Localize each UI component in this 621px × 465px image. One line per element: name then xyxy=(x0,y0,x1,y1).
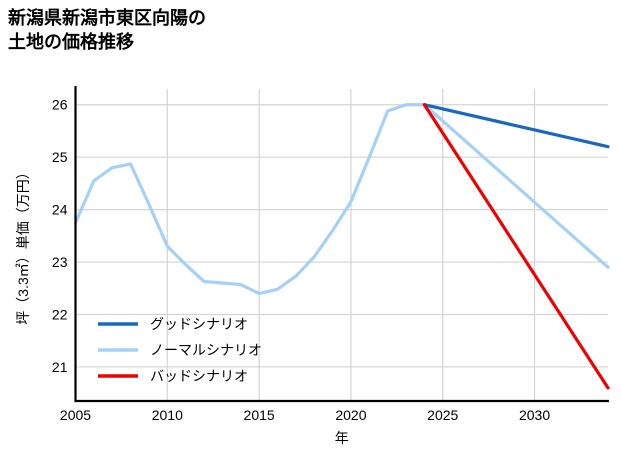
series-line-good xyxy=(422,103,610,149)
x-tick-label: 2020 xyxy=(335,407,366,423)
x-tick-label: 2015 xyxy=(244,407,275,423)
series-line-normal xyxy=(73,103,610,296)
x-tick-labels: 2005 2010 2015 2020 2025 2030 xyxy=(60,407,550,423)
x-axis-title: 年 xyxy=(335,430,349,446)
y-tick-label: 26 xyxy=(52,97,68,113)
page-title: 新潟県新潟市東区向陽の 土地の価格推移 xyxy=(8,8,206,53)
y-tick-label: 21 xyxy=(52,359,68,375)
y-tick-label: 24 xyxy=(52,202,68,218)
y-tick-labels: 21 22 23 24 25 26 xyxy=(52,97,68,375)
x-tick-label: 2010 xyxy=(152,407,183,423)
y-tick-label: 22 xyxy=(52,306,68,322)
series-group xyxy=(73,103,610,390)
series-line-bad xyxy=(422,103,610,390)
y-tick-label: 25 xyxy=(52,149,68,165)
axis-spine xyxy=(74,86,609,403)
legend-label: ノーマルシナリオ xyxy=(150,342,262,358)
x-tick-label: 2005 xyxy=(60,407,91,423)
x-tick-label: 2025 xyxy=(427,407,458,423)
y-axis-title: 坪（3.3㎡）単価（万円） xyxy=(15,165,31,324)
axis-titles: 年 坪（3.3㎡）単価（万円） xyxy=(15,165,349,446)
x-tick-label: 2030 xyxy=(519,407,550,423)
axis-spines xyxy=(74,86,609,403)
legend-label: バッドシナリオ xyxy=(150,368,248,384)
y-tick-label: 23 xyxy=(52,254,68,270)
legend-label: グッドシナリオ xyxy=(150,316,248,332)
